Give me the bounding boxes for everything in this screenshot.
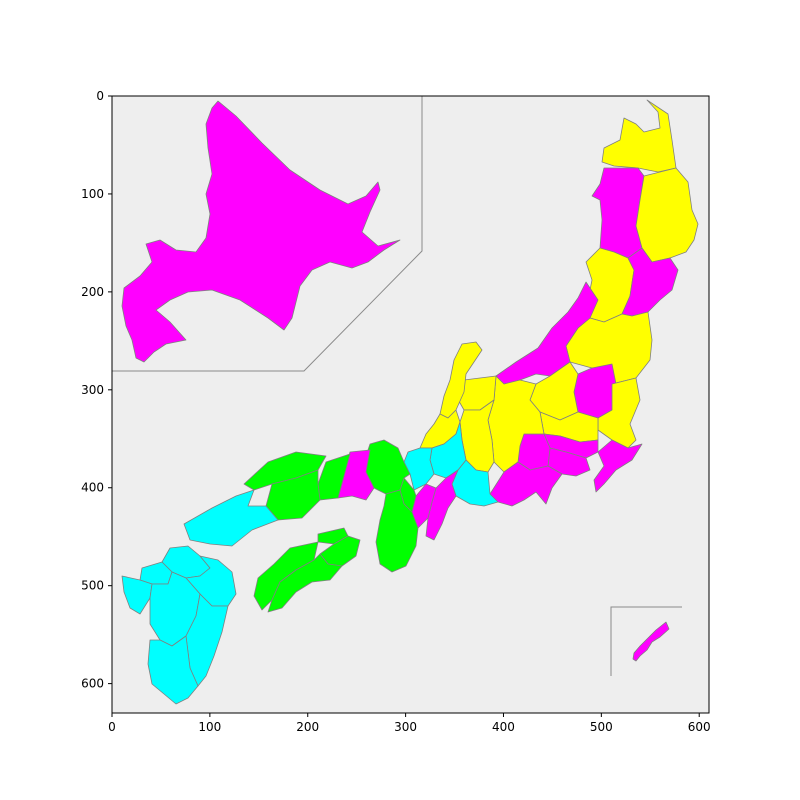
region-nagasaki bbox=[121, 575, 153, 615]
region-okinawa bbox=[632, 621, 670, 662]
y-tick-label: 100 bbox=[81, 187, 104, 201]
y-tick-label: 400 bbox=[81, 481, 104, 495]
inset-frames bbox=[112, 96, 682, 676]
region-miyagi bbox=[621, 247, 679, 317]
y-tick-label: 200 bbox=[81, 285, 104, 299]
y-axis: 0 100 200 300 400 500 600 bbox=[81, 89, 112, 691]
x-tick-label: 500 bbox=[590, 720, 613, 734]
y-tick-label: 600 bbox=[81, 677, 104, 691]
x-axis: 0 100 200 300 400 500 600 bbox=[108, 713, 711, 734]
region-kagoshima bbox=[147, 635, 199, 705]
region-aomori bbox=[601, 99, 677, 173]
x-tick-label: 400 bbox=[492, 720, 515, 734]
x-tick-label: 0 bbox=[108, 720, 116, 734]
x-tick-label: 200 bbox=[296, 720, 319, 734]
region-chiba bbox=[593, 439, 643, 493]
x-tick-label: 100 bbox=[198, 720, 221, 734]
y-tick-label: 300 bbox=[81, 383, 104, 397]
hokkaido-inset-frame bbox=[112, 96, 423, 372]
region-yamanashi bbox=[517, 433, 551, 471]
region-yamaguchi bbox=[183, 489, 279, 547]
axes-frame bbox=[111, 95, 710, 714]
region-hokkaido bbox=[121, 100, 401, 363]
x-tick-label: 300 bbox=[394, 720, 417, 734]
map-regions bbox=[121, 99, 699, 705]
region-kochi bbox=[267, 553, 343, 613]
region-wakayama bbox=[375, 489, 419, 573]
region-iwate bbox=[635, 167, 699, 263]
y-tick-label: 0 bbox=[96, 89, 104, 103]
x-tick-label: 600 bbox=[688, 720, 711, 734]
y-tick-label: 500 bbox=[81, 579, 104, 593]
okinawa-inset-frame bbox=[610, 606, 682, 676]
